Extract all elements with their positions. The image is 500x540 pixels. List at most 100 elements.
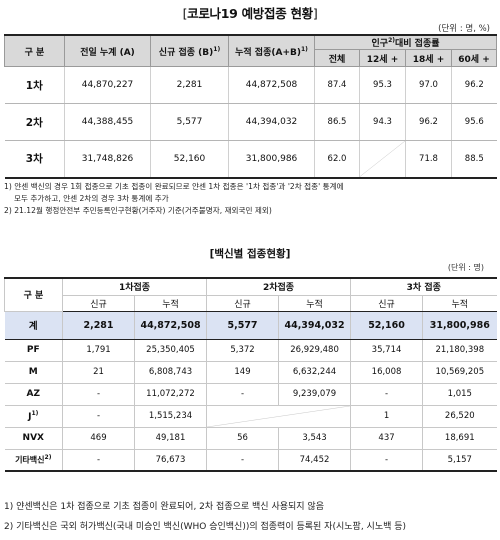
cell-prev: 44,870,227 bbox=[64, 66, 151, 104]
header-cum: 누적 bbox=[133, 295, 207, 312]
cell-value: 49,181 bbox=[133, 427, 207, 450]
cell-value: 35,714 bbox=[350, 339, 423, 362]
cell-value: - bbox=[62, 405, 135, 428]
cell-value: 5,157 bbox=[422, 449, 497, 472]
row-label-text: 기타백신 bbox=[15, 455, 45, 465]
header-cum: 누적 접종(A+B)1) bbox=[228, 34, 315, 67]
cell-value: 1,015 bbox=[422, 383, 497, 406]
cell-age60: 96.2 bbox=[450, 66, 497, 104]
cell-value: - bbox=[62, 449, 135, 472]
footnote-2: 2) 기타백신은 국외 허가백신(국내 미승인 백신(WHO 승인백신))의 접… bbox=[4, 522, 407, 532]
cell-value: - bbox=[350, 449, 423, 472]
section-title: [백신별 접종현황] bbox=[209, 248, 291, 260]
cell-value: 21 bbox=[62, 361, 135, 384]
cell-value: 1,515,234 bbox=[133, 405, 207, 428]
cell-value: 56 bbox=[206, 427, 279, 450]
footnote-1-line2: 모두 추가하고, 얀센 2차의 경우 3차 통계에 추가 bbox=[14, 194, 169, 203]
header-new: 신규 bbox=[62, 295, 135, 312]
table-row: J1) - 1,515,234 1 26,520 bbox=[4, 405, 497, 428]
cell-value: - bbox=[206, 383, 279, 406]
cell-value: 6,632,244 bbox=[278, 361, 351, 384]
table-row: 기타백신2) - 76,673 - 74,452 - 5,157 bbox=[4, 449, 497, 472]
unit-label: (단위 : 명, %) bbox=[438, 24, 490, 34]
footnote-marker: 2) bbox=[388, 37, 395, 44]
cell-new: 5,577 bbox=[150, 103, 229, 141]
cell-value: 26,520 bbox=[422, 405, 497, 428]
cell-value: 26,929,480 bbox=[278, 339, 351, 362]
header-ratio-label: 인구 bbox=[371, 39, 389, 49]
cell-all: 62.0 bbox=[314, 140, 360, 179]
row-label: M bbox=[4, 361, 63, 384]
cell-value: 31,800,986 bbox=[422, 311, 497, 340]
row-label: PF bbox=[4, 339, 63, 362]
cell-age12: 95.3 bbox=[359, 66, 406, 104]
header-new: 신규 접종 (B)1) bbox=[150, 34, 229, 67]
table-row: 1차 44,870,227 2,281 44,872,508 87.4 95.3… bbox=[4, 66, 497, 104]
title-text: 코로나19 예방접종 현황 bbox=[187, 6, 313, 21]
cell-value: 74,452 bbox=[278, 449, 351, 472]
table-row: NVX 469 49,181 56 3,543 437 18,691 bbox=[4, 427, 497, 450]
cell-age60: 95.6 bbox=[450, 103, 497, 141]
row-label: 3차 bbox=[4, 140, 65, 179]
table-row: PF 1,791 25,350,405 5,372 26,929,480 35,… bbox=[4, 339, 497, 362]
header-dose2: 2차접종 bbox=[206, 277, 351, 296]
footnote-marker: 1) bbox=[213, 45, 221, 53]
cell-value: 9,239,079 bbox=[278, 383, 351, 406]
cell-value: 5,372 bbox=[206, 339, 279, 362]
table-row: M 21 6,808,743 149 6,632,244 16,008 10,5… bbox=[4, 361, 497, 384]
cell-value: - bbox=[206, 449, 279, 472]
diagonal-line bbox=[360, 141, 405, 177]
cell-value: 469 bbox=[62, 427, 135, 450]
header-new: 신규 bbox=[350, 295, 423, 312]
footnote-2: 2) 21.12월 행정안전부 주민등록인구현황(거주자) 기준(거주불명자, … bbox=[4, 206, 272, 215]
row-label: 1차 bbox=[4, 66, 65, 104]
cell-cum: 44,394,032 bbox=[228, 103, 315, 141]
cell-value: 10,569,205 bbox=[422, 361, 497, 384]
vaccine-type-table: 구 분 1차접종 2차접종 3차 접종 신규 누적 신규 누적 신규 누적 계 … bbox=[4, 277, 497, 472]
footnote-marker: 1) bbox=[300, 45, 308, 53]
cell-age18: 71.8 bbox=[405, 140, 452, 179]
cell-age12: 94.3 bbox=[359, 103, 406, 141]
cell-value: - bbox=[350, 383, 423, 406]
header-new: 신규 bbox=[206, 295, 279, 312]
header-dose3: 3차 접종 bbox=[350, 277, 497, 296]
cell-value: 11,072,272 bbox=[133, 383, 207, 406]
table-row: AZ - 11,072,272 - 9,239,079 - 1,015 bbox=[4, 383, 497, 406]
header-ratio-rest: 대비 접종률 bbox=[394, 39, 440, 49]
cell-value: 2,281 bbox=[62, 311, 135, 340]
header-age18: 18세 + bbox=[405, 49, 452, 67]
cell-all: 86.5 bbox=[314, 103, 360, 141]
cell-na-diagonal bbox=[206, 405, 351, 428]
header-cum-label: 누적 접종(A+B) bbox=[235, 47, 301, 58]
row-label: AZ bbox=[4, 383, 63, 406]
cell-value: 16,008 bbox=[350, 361, 423, 384]
footnotes-1: 1) 얀센 백신의 경우 1회 접종으로 기초 접종이 완료되므로 얀센 1차 … bbox=[4, 181, 496, 217]
cell-cum: 31,800,986 bbox=[228, 140, 315, 179]
table-row: 3차 31,748,826 52,160 31,800,986 62.0 71.… bbox=[4, 140, 497, 179]
cell-all: 87.4 bbox=[314, 66, 360, 104]
table-row: 2차 44,388,455 5,577 44,394,032 86.5 94.3… bbox=[4, 103, 497, 141]
header-gubun: 구 분 bbox=[4, 277, 63, 312]
cell-value: 25,350,405 bbox=[133, 339, 207, 362]
cell-value: 5,577 bbox=[206, 311, 279, 340]
cell-age18: 96.2 bbox=[405, 103, 452, 141]
cell-value: 76,673 bbox=[133, 449, 207, 472]
cell-value: 44,394,032 bbox=[278, 311, 351, 340]
cell-age12-na-diagonal bbox=[359, 140, 406, 179]
header-age12: 12세 + bbox=[359, 49, 406, 67]
header-cum: 누적 bbox=[422, 295, 497, 312]
cell-prev: 31,748,826 bbox=[64, 140, 151, 179]
title-bracket-open: [ bbox=[182, 6, 188, 21]
cell-age18: 97.0 bbox=[405, 66, 452, 104]
cell-value: 1,791 bbox=[62, 339, 135, 362]
header-cum: 누적 bbox=[278, 295, 351, 312]
diagonal-line bbox=[207, 406, 350, 427]
cell-age60: 88.5 bbox=[450, 140, 497, 179]
header-new-label: 신규 접종 (B) bbox=[158, 47, 214, 58]
footnote-1-line1: 1) 얀센 백신의 경우 1회 접종으로 기초 접종이 완료되므로 얀센 1차 … bbox=[4, 182, 344, 191]
header-prev-total: 전일 누계 (A) bbox=[64, 34, 151, 67]
header-gubun: 구 분 bbox=[4, 34, 65, 67]
header-all: 전체 bbox=[314, 49, 360, 67]
page-title: [코로나19 예방접종 현황] bbox=[0, 3, 500, 22]
cell-value: 44,872,508 bbox=[133, 311, 207, 340]
